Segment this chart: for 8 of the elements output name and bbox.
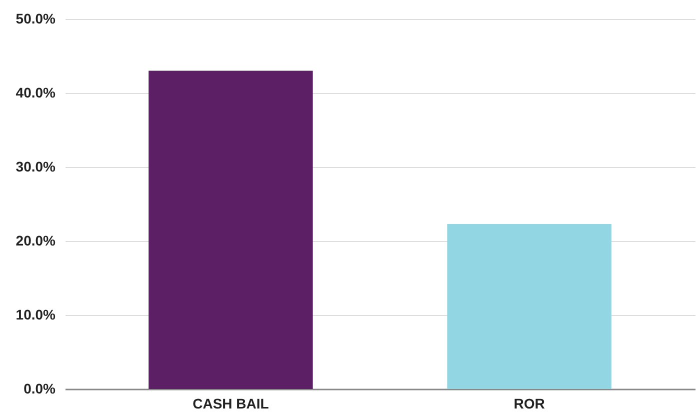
x-tick-label: ROR	[514, 396, 545, 412]
y-tick-label: 40.0%	[16, 84, 56, 100]
y-tick-label: 0.0%	[24, 380, 56, 396]
y-tick-label: 50.0%	[16, 10, 56, 26]
x-tick-label: CASH BAIL	[192, 396, 270, 412]
y-tick-label: 20.0%	[16, 232, 56, 248]
y-tick-label: 10.0%	[16, 306, 56, 322]
y-tick-label: 30.0%	[16, 158, 56, 174]
